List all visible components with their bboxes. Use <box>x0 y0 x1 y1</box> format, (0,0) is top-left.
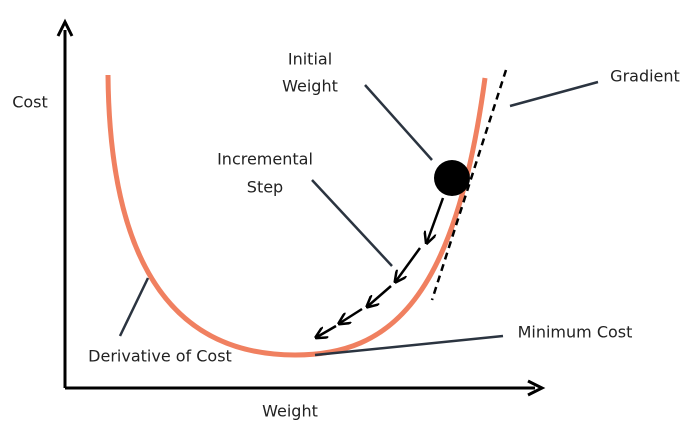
cost-curve <box>105 74 488 358</box>
initial-weight-ball <box>434 160 470 196</box>
step-arrow <box>368 285 392 306</box>
step-arrow <box>396 247 422 281</box>
label: Weight <box>282 77 338 96</box>
label: Minimum Cost <box>518 323 633 342</box>
label: Step <box>247 178 283 197</box>
step-arrow <box>340 307 363 323</box>
gradient-tangent <box>430 69 508 301</box>
label: Incremental <box>217 150 313 169</box>
x-label: Weight <box>262 402 318 421</box>
label: Initial <box>288 50 332 69</box>
y-label: Cost <box>12 93 48 112</box>
x-arrow <box>527 379 546 397</box>
pointer-line <box>364 84 433 161</box>
label: Gradient <box>610 67 680 86</box>
pointer-line <box>311 179 393 267</box>
step-arrow <box>317 324 337 337</box>
step-arrow <box>427 197 445 242</box>
label: Derivative of Cost <box>88 347 232 366</box>
y-arrow <box>56 18 74 37</box>
pointer-line <box>118 277 150 337</box>
pointer-line <box>314 334 504 357</box>
pointer-line <box>509 80 599 108</box>
